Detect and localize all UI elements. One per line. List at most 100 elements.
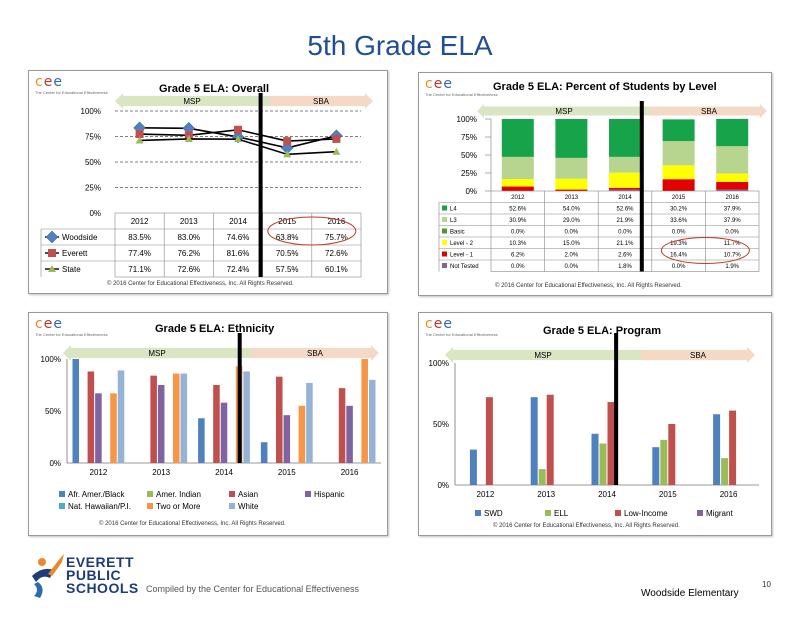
overall-line-chart: 0% 25% 50% 75% 100% MSP SBA 2012 2013 2014 2015 201… [40, 93, 373, 278]
bar [591, 433, 599, 485]
ethnicity-chart-panel: cee The Center for Educational Effectiven… [28, 312, 388, 536]
msp-label: MSP [148, 349, 165, 358]
table-cell: 16.4% [670, 253, 688, 259]
district-logo-icon [32, 554, 64, 598]
bar-segment [555, 189, 588, 191]
bar [338, 388, 346, 463]
legend-label: Asian [238, 490, 258, 499]
bar-segment [609, 156, 641, 173]
data-point [184, 134, 193, 142]
sba-arrow [641, 347, 755, 363]
legend-label: Level - 1 [450, 253, 474, 259]
bar [213, 385, 220, 463]
sba-arrow [269, 93, 373, 109]
legend-swatch [442, 205, 447, 211]
table-cell: 33.6% [670, 218, 688, 224]
bar [469, 449, 477, 485]
bar [713, 414, 721, 485]
msp-label: MSP [183, 97, 200, 106]
bar [150, 375, 157, 463]
legend-swatch [615, 510, 621, 516]
x-tick-label: 2012 [131, 217, 149, 226]
legend-label: Amer. Indian [156, 490, 201, 499]
table-cell: 83.5% [128, 233, 151, 242]
bar-segment [609, 172, 641, 188]
table-cell: 54.0% [563, 207, 581, 213]
bar [117, 370, 125, 463]
x-tick-label: 2015 [278, 217, 296, 226]
table-cell: 0.0% [672, 230, 686, 236]
bar [538, 469, 546, 485]
data-point [332, 147, 341, 155]
bar [530, 397, 538, 485]
ethnicity-chart-title: Grade 5 ELA: Ethnicity [155, 323, 275, 335]
legend-swatch [59, 491, 65, 497]
legend-swatch [442, 263, 447, 268]
legend-label: Migrant [706, 509, 733, 518]
sba-label: SBA [690, 351, 707, 360]
sba-label: SBA [307, 349, 324, 358]
bar [95, 393, 102, 463]
table-cell: 70.5% [276, 249, 299, 258]
table-cell: 0.0% [511, 230, 525, 236]
legend-label: ELL [554, 509, 569, 518]
table-cell: 83.0% [177, 233, 200, 242]
y-tick-label: 0% [437, 481, 449, 490]
x-tick-label: 2014 [598, 490, 616, 499]
ethnicity-bar-chart: 0% 50% 100% MSP SBA 2012 2013 2014 2015 2016 Afr. … [41, 333, 381, 511]
legend-label: Level - 2 [450, 241, 474, 247]
legend-swatch [475, 510, 481, 516]
y-tick-label: 50% [461, 151, 477, 160]
x-tick-label: 2014 [618, 195, 632, 201]
table-cell: 76.2% [177, 249, 200, 258]
table-cell: 0.0% [565, 264, 579, 270]
bar-segment [662, 179, 695, 191]
table-cell: 52.6% [616, 207, 634, 213]
sba-label: SBA [701, 107, 718, 116]
table-cell: 19.3% [670, 241, 688, 247]
table-cell: 1.8% [618, 264, 632, 270]
cee-logo: cee The Center for Educational Effectiven… [425, 316, 498, 337]
legend-label: SWD [484, 509, 503, 518]
table-cell: 21.9% [616, 218, 634, 224]
bar-segment [555, 157, 588, 179]
table-cell: 77.4% [128, 249, 151, 258]
table-cell: 74.6% [227, 233, 250, 242]
bar [260, 442, 268, 463]
bar-segment [716, 173, 749, 182]
y-tick-label: 0% [49, 459, 61, 468]
table-cell: 1.9% [725, 264, 739, 270]
x-tick-label: 2016 [341, 468, 359, 477]
legend-label: Woodside [62, 233, 98, 242]
legend-swatch [59, 503, 65, 509]
bar-segment [501, 186, 534, 191]
bar [275, 376, 283, 463]
bar-segment [555, 119, 588, 158]
table-cell: 30.9% [509, 218, 527, 224]
bar [346, 405, 353, 463]
bar [721, 458, 729, 485]
data-point [283, 150, 292, 158]
table-cell: 71.1% [128, 265, 151, 274]
legend-swatch [442, 217, 447, 222]
table-cell: 52.6% [509, 207, 527, 213]
table-cell: 0.0% [565, 230, 579, 236]
bar [306, 382, 313, 463]
levels-chart-title: Grade 5 ELA: Percent of Students by Leve… [493, 81, 717, 93]
sba-label: SBA [313, 97, 330, 106]
y-tick-label: 50% [433, 420, 449, 429]
data-point [332, 134, 341, 143]
highlight-ellipse [267, 216, 357, 246]
legend-swatch [442, 251, 447, 257]
overall-chart-title: Grade 5 ELA: Overall [159, 83, 270, 95]
bar-segment [716, 146, 749, 174]
bar-segment [716, 181, 749, 190]
x-tick-label: 2016 [328, 217, 346, 226]
legend-marker [48, 265, 56, 272]
x-tick-label: 2015 [672, 195, 686, 201]
table-cell: 29.0% [563, 218, 581, 224]
bar-segment [555, 178, 588, 190]
overall-chart-panel: cee The Center for Educational Effectiven… [28, 70, 388, 294]
bar [198, 418, 205, 463]
copyright: © 2016 Center for Educational Effectiven… [493, 523, 680, 529]
